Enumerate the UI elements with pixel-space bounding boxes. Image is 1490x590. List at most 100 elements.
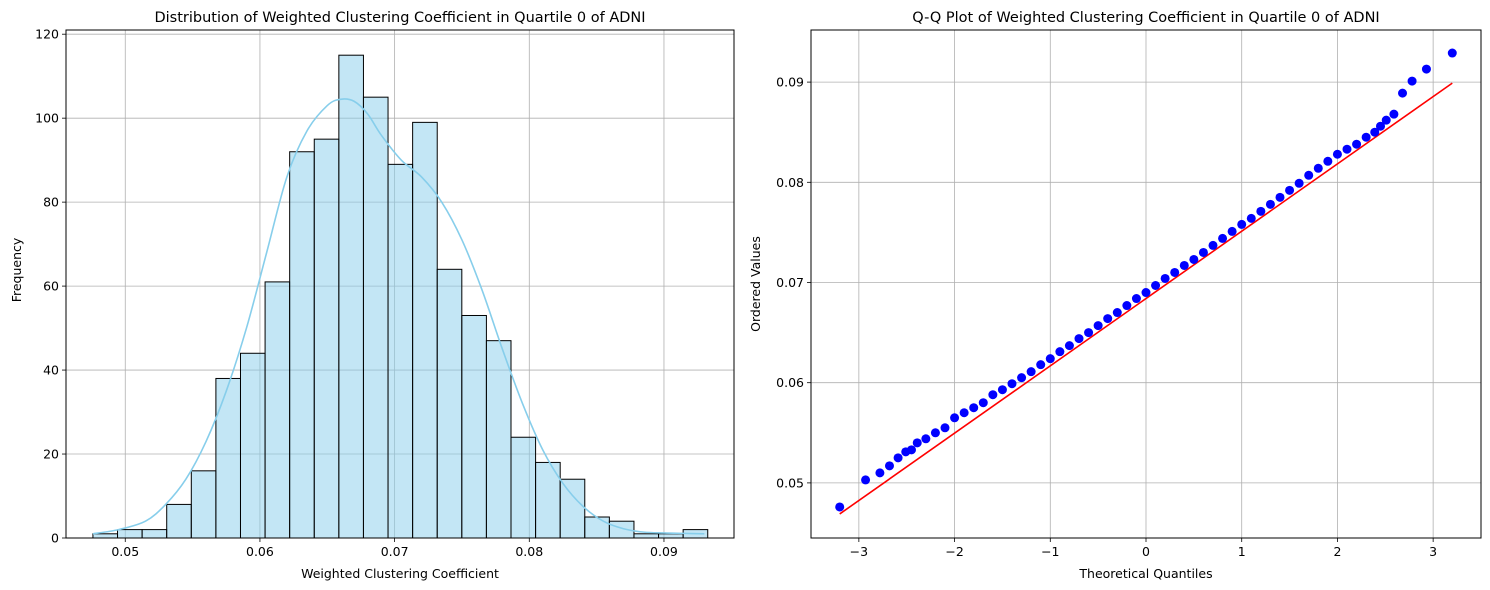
qq-point [1170, 267, 1180, 277]
histogram-bar [141, 529, 168, 539]
histogram-bar [264, 281, 291, 539]
y-tick-label: 60 [43, 279, 59, 294]
qq-point [1361, 132, 1371, 142]
qq-point [1265, 199, 1275, 209]
qq-points [835, 48, 1457, 512]
qq-point [1112, 308, 1122, 318]
qq-point [1151, 281, 1161, 291]
histogram-bar [584, 516, 610, 539]
qq-point [1237, 219, 1247, 229]
qq-point [1093, 321, 1103, 331]
qq-point [1017, 373, 1027, 383]
qq-xlabel: Theoretical Quantiles [1078, 566, 1212, 581]
histogram-bar [362, 96, 389, 539]
y-tick-label: 0.07 [776, 275, 804, 290]
histogram-ylabel: Frequency [9, 237, 24, 302]
x-tick-label: 1 [1238, 544, 1246, 559]
qq-point [893, 453, 903, 463]
y-tick-label: 100 [35, 111, 59, 126]
qq-point [907, 445, 916, 455]
y-tick-label: 80 [43, 195, 59, 210]
qq-point [1323, 156, 1333, 166]
x-tick-label: 0.07 [381, 544, 409, 559]
y-tick-label: 0.09 [776, 75, 804, 90]
qq-point [1304, 170, 1314, 180]
histogram-bar [117, 529, 143, 539]
qq-point [1208, 240, 1218, 250]
histogram-xlabel: Weighted Clustering Coefficient [301, 566, 499, 581]
qq-point [1198, 247, 1208, 257]
qq-plot-panel: Q-Q Plot of Weighted Clustering Coeffici… [748, 10, 1482, 581]
qq-point [1218, 233, 1228, 243]
x-tick-label: 0.06 [246, 544, 274, 559]
qq-point [1381, 115, 1391, 125]
histogram-bar [535, 461, 561, 539]
qq-point [1122, 301, 1132, 311]
qq-point [1313, 163, 1323, 173]
histogram-bar [190, 470, 217, 539]
y-tick-label: 0 [51, 531, 59, 546]
kde-curve [92, 98, 705, 535]
qq-point [930, 428, 940, 438]
qq-point [1160, 273, 1170, 283]
qq-point [884, 461, 894, 471]
qq-point [1064, 341, 1074, 351]
qq-point [950, 413, 960, 423]
qq-ticks: −3 −2 −1 0 1 2 3 0.05 0.06 0.07 0.08 0.09 [776, 75, 1437, 559]
qq-point [978, 398, 988, 408]
histogram-bar [92, 533, 119, 539]
qq-title: Q-Q Plot of Weighted Clustering Coeffici… [912, 10, 1379, 26]
qq-point [1352, 139, 1362, 149]
histogram-bar [412, 121, 438, 539]
qq-point [1074, 334, 1084, 344]
qq-point [1332, 149, 1342, 159]
x-tick-label: 0 [1142, 544, 1150, 559]
y-tick-label: 0.08 [776, 175, 804, 190]
qq-point [1294, 178, 1304, 188]
histogram-panel: Distribution of Weighted Clustering Coef… [9, 10, 735, 581]
qq-point [1026, 367, 1036, 377]
qq-point [1389, 109, 1399, 119]
qq-point [1246, 213, 1256, 223]
qq-ylabel: Ordered Values [748, 236, 763, 332]
y-tick-label: 0.06 [776, 375, 804, 390]
qq-point [1447, 48, 1457, 58]
qq-point [1179, 260, 1189, 270]
histogram-bar [289, 151, 315, 539]
histogram-axes-frame [65, 29, 735, 539]
qq-point [1084, 328, 1094, 338]
x-tick-label: −3 [850, 544, 868, 559]
histogram-bar [313, 138, 340, 539]
qq-point [1370, 127, 1380, 137]
qq-point [1141, 288, 1151, 298]
qq-point [1407, 76, 1417, 86]
x-tick-label: 2 [1333, 544, 1341, 559]
qq-point [940, 423, 950, 433]
y-tick-label: 0.05 [776, 475, 804, 490]
y-tick-label: 20 [43, 447, 59, 462]
x-tick-label: 0.08 [515, 544, 543, 559]
histogram-bar [658, 533, 684, 539]
histogram-bar [485, 340, 512, 539]
qq-point [1189, 254, 1199, 264]
histogram-kde [92, 98, 705, 535]
qq-point [861, 475, 871, 485]
qq-point [912, 438, 922, 448]
qq-point [1285, 185, 1295, 195]
qq-point [1275, 192, 1285, 202]
qq-point [1256, 206, 1266, 216]
qq-point [1227, 226, 1237, 236]
histogram-bar [559, 478, 586, 539]
y-tick-label: 40 [43, 363, 59, 378]
qq-point [1055, 347, 1065, 357]
histogram-bar [215, 377, 241, 539]
y-tick-label: 120 [35, 27, 59, 42]
histogram-title: Distribution of Weighted Clustering Coef… [154, 10, 645, 26]
qq-point [1421, 64, 1431, 74]
qq-point [969, 403, 979, 413]
qq-point [1398, 88, 1408, 98]
histogram-bar [387, 163, 414, 539]
histogram-bar [436, 268, 463, 539]
histogram-ticks: 0.05 0.06 0.07 0.08 0.09 0 20 40 60 80 100 120 [35, 27, 678, 559]
